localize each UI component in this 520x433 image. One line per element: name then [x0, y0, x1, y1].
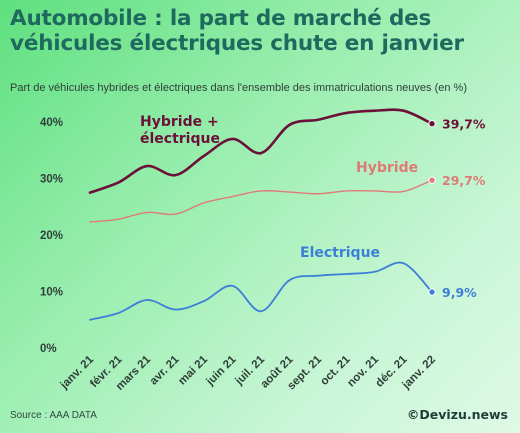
- series-name-label-hybride: Hybride: [356, 160, 418, 176]
- series-line-hybride: [89, 179, 433, 223]
- brand-logo-text: ©Devizu.news: [406, 407, 508, 422]
- chart-title: Automobile : la part de marché des véhic…: [10, 6, 464, 56]
- x-tick-label: avr. 21: [148, 353, 182, 387]
- y-tick-label: 20%: [40, 230, 63, 242]
- x-tick-label: janv. 21: [58, 353, 97, 392]
- series-layer: [88, 108, 436, 321]
- y-tick-label: 0%: [40, 343, 57, 355]
- label-layer: 39,7% Hybride +électrique 29,7% Hybride 9,9%…: [140, 114, 486, 300]
- end-point-hybride-electrique: [428, 119, 436, 128]
- end-point-electrique: [428, 288, 436, 296]
- series-name-label-hybride-electrique: électrique: [140, 131, 220, 147]
- series-line-electrique: [89, 261, 433, 321]
- x-tick-label: mai 21: [176, 353, 210, 387]
- end-value-label-electrique: 9,9%: [442, 285, 477, 300]
- end-value-label-hybride: 29,7%: [442, 173, 486, 188]
- series-line-hybride-electrique: [88, 108, 434, 194]
- y-tick-label: 10%: [40, 287, 63, 299]
- source-note: Source : AAA DATA: [10, 410, 97, 421]
- chart-subtitle: Part de véhicules hybrides et électrique…: [10, 82, 467, 94]
- y-tick-label: 40%: [40, 117, 63, 129]
- y-tick-label: 30%: [40, 174, 63, 186]
- series-name-label-electrique: Electrique: [300, 245, 380, 261]
- x-tick-label: juin 21: [204, 353, 239, 388]
- end-value-label-hybride-electrique: 39,7%: [442, 117, 486, 132]
- end-point-hybride: [428, 176, 436, 184]
- y-axis: 0% 10% 20% 30% 40%: [40, 117, 63, 355]
- series-name-label-hybride-electrique: Hybride +: [140, 114, 219, 130]
